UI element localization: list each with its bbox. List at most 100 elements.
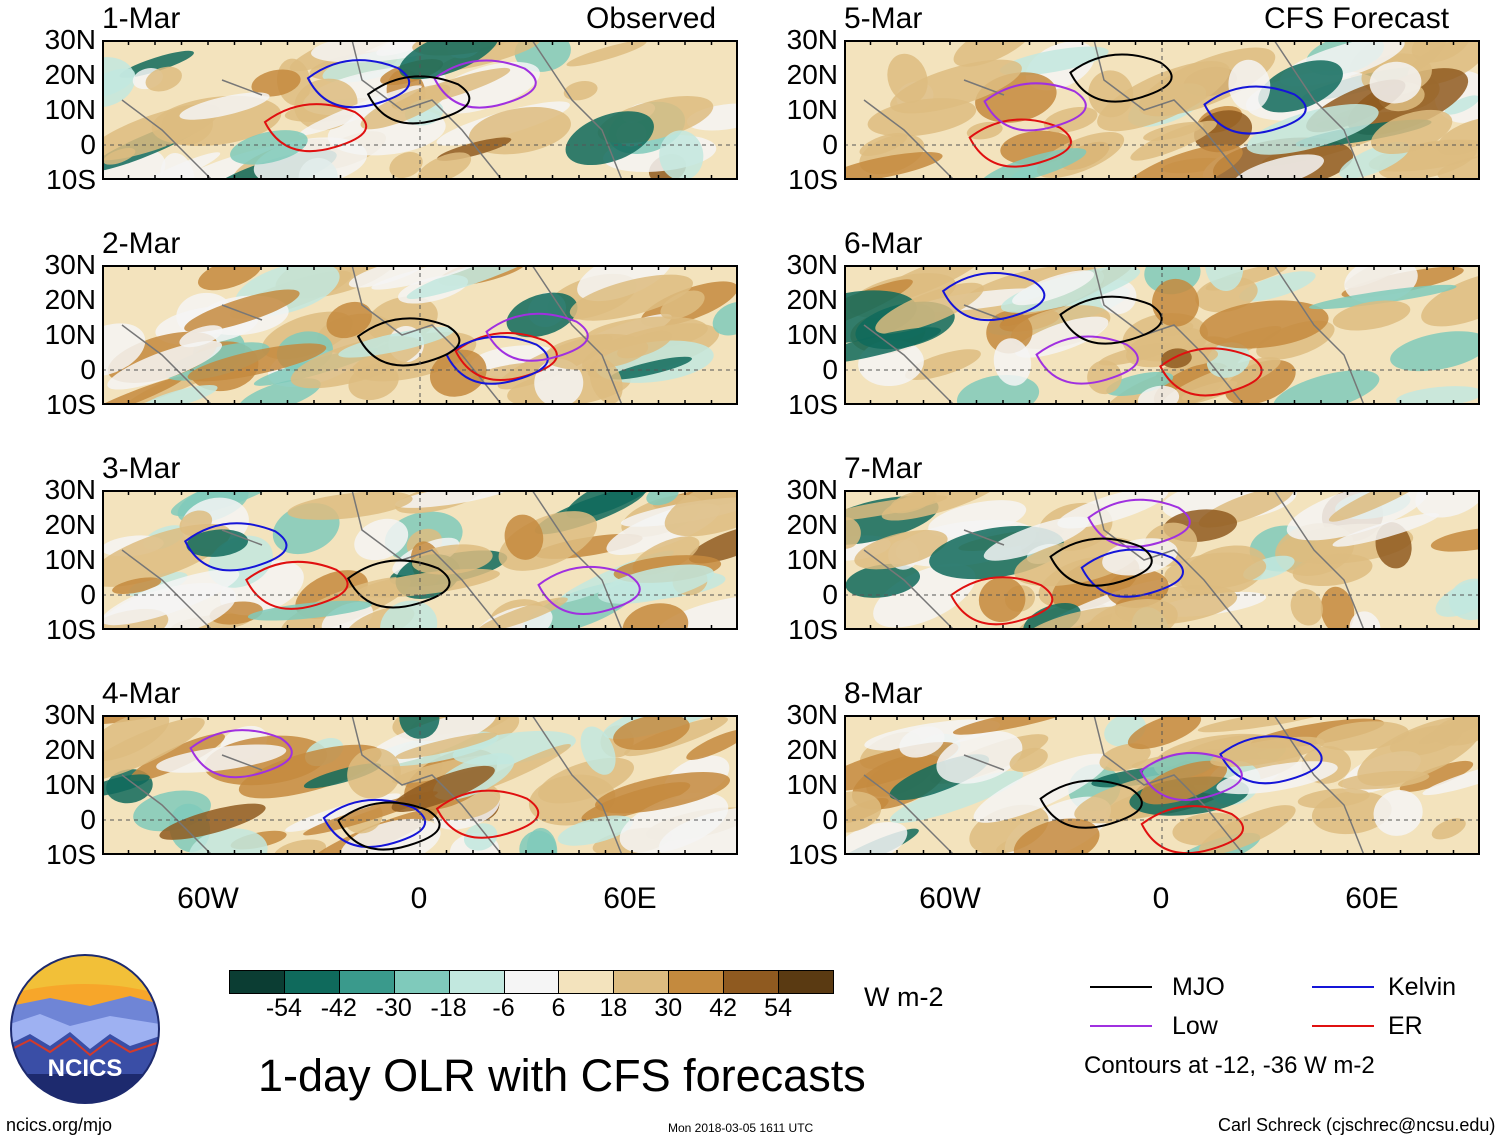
olr-anomaly-blob	[1099, 743, 1151, 772]
lat-label: 0	[822, 354, 838, 385]
lon-label-60e-right: 60E	[1345, 882, 1399, 915]
contour-line	[306, 59, 411, 109]
contour-line	[245, 560, 349, 610]
olr-anomaly-blob	[845, 563, 921, 598]
olr-anomaly-blob	[285, 793, 401, 832]
olr-anomaly-blob	[557, 815, 633, 846]
olr-anomaly-blob	[1216, 761, 1338, 795]
olr-anomaly-blob	[686, 729, 738, 760]
olr-anomaly-blob	[563, 81, 598, 101]
legend-line-kelvin	[1312, 986, 1374, 988]
footer-center: Mon 2018-03-05 1611 UTC	[668, 1121, 814, 1135]
olr-anomaly-blob	[476, 597, 568, 630]
colorbar-tick-label: -18	[430, 994, 467, 1022]
lat-label: 30N	[786, 24, 838, 55]
colorbar-swatch	[283, 970, 340, 994]
colorbar-swatch	[503, 970, 560, 994]
lat-label: 20N	[786, 509, 838, 540]
olr-anomaly-blob	[597, 564, 714, 604]
olr-anomaly-blob	[102, 323, 146, 377]
lat-label: 10N	[44, 94, 96, 125]
lat-label: 30N	[786, 699, 838, 730]
olr-anomaly-blob	[655, 594, 738, 630]
olr-anomaly-blob	[406, 265, 544, 299]
olr-anomaly-blob	[844, 791, 882, 833]
olr-anomaly-blob	[1290, 588, 1323, 626]
contour-line	[1035, 335, 1139, 385]
lat-label: 10N	[44, 544, 96, 575]
lon-label-60w-left: 60W	[177, 882, 239, 915]
lat-label: 20N	[44, 59, 96, 90]
panel-date-6: 6-Mar	[844, 227, 923, 260]
legend-label-mjo: MJO	[1172, 973, 1225, 1001]
footer-right: Carl Schreck (cjschrec@ncsu.edu)	[1218, 1115, 1496, 1135]
forecast-label: CFS Forecast	[1264, 2, 1450, 35]
contour-line	[1139, 751, 1243, 801]
contour-line	[949, 576, 1054, 626]
olr-map	[102, 265, 738, 405]
olr-anomaly-blob	[251, 69, 301, 97]
contour-line	[1069, 53, 1173, 103]
olr-anomaly-blob	[1246, 104, 1379, 155]
olr-anomaly-blob	[889, 770, 1024, 824]
colorbar-tick-label: 30	[654, 994, 683, 1022]
coastline	[863, 265, 1365, 405]
lat-label: 30N	[44, 474, 96, 505]
olr-anomaly-blob	[1369, 61, 1422, 104]
olr-anomaly-blob	[622, 603, 689, 630]
olr-anomaly-blob	[899, 726, 945, 758]
olr-anomaly-blob	[1328, 490, 1435, 522]
olr-anomaly-blob	[873, 563, 976, 628]
olr-anomaly-blob	[1415, 490, 1480, 518]
contour-line	[1159, 347, 1263, 397]
map-panel-1	[102, 40, 738, 180]
lat-label: 0	[80, 804, 96, 835]
coastline	[863, 715, 1365, 855]
colorbar-tick-label: 42	[709, 994, 738, 1022]
lat-label: 10S	[46, 614, 96, 645]
olr-anomaly-blob	[859, 132, 908, 156]
olr-anomaly-blob	[983, 516, 1090, 561]
contour-line	[189, 729, 293, 779]
olr-anomaly-blob	[287, 491, 413, 520]
olr-anomaly-blob	[1332, 513, 1440, 547]
olr-anomaly-blob	[1320, 586, 1355, 630]
olr-anomaly-blob	[1106, 371, 1174, 396]
olr-anomaly-blob	[712, 301, 738, 336]
olr-anomaly-blob	[347, 748, 401, 799]
lat-label: 10N	[44, 319, 96, 350]
olr-anomaly-blob	[354, 518, 409, 561]
olr-anomaly-blob	[660, 290, 705, 320]
olr-anomaly-blob	[417, 152, 472, 180]
lon-label-0-left: 0	[410, 882, 428, 915]
olr-anomaly-blob	[119, 50, 194, 78]
footer-left: ncics.org/mjo	[6, 1115, 113, 1135]
legend-line-mjo	[1090, 986, 1152, 988]
olr-anomaly-blob	[1088, 70, 1134, 118]
contour-line	[1203, 85, 1307, 135]
olr-anomaly-blob	[610, 356, 692, 380]
colorbar-swatch	[448, 970, 505, 994]
lat-label: 30N	[786, 249, 838, 280]
contour-line	[435, 789, 540, 839]
olr-anomaly-blob	[1122, 144, 1243, 180]
olr-anomaly-blob	[391, 765, 495, 812]
olr-anomaly-blob	[844, 821, 908, 855]
lat-label: 20N	[786, 734, 838, 765]
coastline	[121, 490, 623, 630]
legend-label-er: ER	[1388, 1012, 1423, 1040]
contour-line	[356, 317, 461, 367]
figure-title: 1-day OLR with CFS forecasts	[258, 1050, 866, 1101]
olr-anomaly-blob	[993, 338, 1032, 386]
olr-anomaly-blob	[1292, 553, 1373, 587]
olr-anomaly-blob	[159, 803, 266, 840]
olr-anomaly-blob	[565, 111, 654, 166]
contour-line	[1087, 498, 1191, 548]
olr-anomaly-blob	[107, 340, 223, 390]
olr-anomaly-blob	[1232, 154, 1324, 180]
olr-map	[102, 40, 738, 180]
contour-line	[983, 82, 1087, 132]
map-panel-3	[102, 490, 738, 630]
olr-anomaly-blob	[1130, 120, 1217, 161]
olr-anomaly-blob	[658, 807, 738, 855]
